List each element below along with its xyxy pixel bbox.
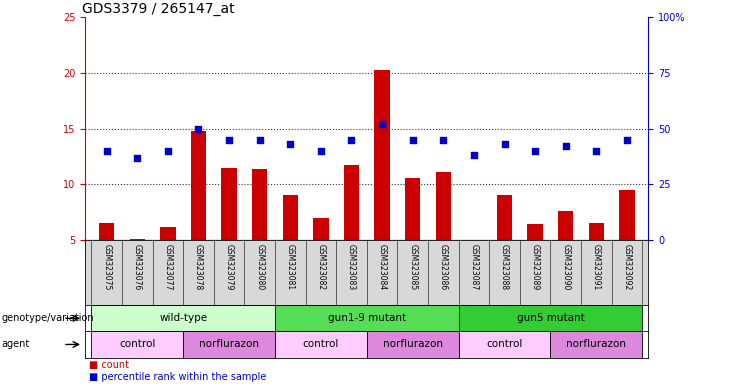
Text: GSM323075: GSM323075 [102, 244, 111, 290]
Text: GSM323089: GSM323089 [531, 244, 539, 290]
Bar [275, 305, 459, 331]
Point [621, 137, 633, 143]
Text: GSM323088: GSM323088 [500, 244, 509, 290]
Point [253, 137, 265, 143]
Bar [275, 331, 367, 358]
Text: norflurazon: norflurazon [382, 339, 442, 349]
Bar [374, 70, 390, 240]
Text: norflurazon: norflurazon [566, 339, 626, 349]
Text: GSM323076: GSM323076 [133, 244, 142, 290]
Text: control: control [302, 339, 339, 349]
Text: wild-type: wild-type [159, 313, 207, 323]
Text: GSM323091: GSM323091 [592, 244, 601, 290]
Text: norflurazon: norflurazon [199, 339, 259, 349]
Point [345, 137, 357, 143]
Text: GSM323079: GSM323079 [225, 244, 233, 290]
Text: genotype/variation: genotype/variation [1, 313, 94, 323]
Bar [497, 195, 512, 240]
Text: GSM323082: GSM323082 [316, 244, 325, 290]
Point [162, 148, 174, 154]
Point [468, 152, 480, 159]
Point [499, 141, 511, 147]
Bar [459, 331, 551, 358]
Bar [99, 223, 114, 240]
Text: GSM323077: GSM323077 [163, 244, 173, 290]
Point [223, 137, 235, 143]
Bar [344, 166, 359, 240]
Bar [528, 224, 542, 240]
Text: GSM323085: GSM323085 [408, 244, 417, 290]
Point [407, 137, 419, 143]
Bar [367, 331, 459, 358]
Text: GSM323086: GSM323086 [439, 244, 448, 290]
Point [315, 148, 327, 154]
Bar [436, 172, 451, 240]
Text: GSM323083: GSM323083 [347, 244, 356, 290]
Text: gun5 mutant: gun5 mutant [516, 313, 585, 323]
Bar [551, 331, 642, 358]
Text: GSM323084: GSM323084 [378, 244, 387, 290]
Text: control: control [119, 339, 156, 349]
Bar [459, 305, 642, 331]
Text: gun1-9 mutant: gun1-9 mutant [328, 313, 406, 323]
Bar [558, 211, 574, 240]
Text: agent: agent [1, 339, 30, 349]
Bar [588, 223, 604, 240]
Text: ■ count: ■ count [89, 360, 129, 370]
Bar [91, 305, 275, 331]
Bar [222, 168, 236, 240]
Text: GSM323078: GSM323078 [194, 244, 203, 290]
Bar [252, 169, 268, 240]
Point [559, 143, 571, 149]
Bar [91, 331, 183, 358]
Point [131, 154, 143, 161]
Bar [405, 178, 420, 240]
Bar [282, 195, 298, 240]
Bar [130, 239, 145, 240]
Text: control: control [486, 339, 522, 349]
Point [101, 148, 113, 154]
Point [285, 141, 296, 147]
Text: GSM323090: GSM323090 [561, 244, 571, 290]
Bar [619, 190, 634, 240]
Text: GSM323087: GSM323087 [469, 244, 479, 290]
Text: GSM323081: GSM323081 [286, 244, 295, 290]
Bar [160, 227, 176, 240]
Point [376, 121, 388, 127]
Text: GSM323092: GSM323092 [622, 244, 631, 290]
Point [529, 148, 541, 154]
Text: GSM323080: GSM323080 [255, 244, 265, 290]
Text: GDS3379 / 265147_at: GDS3379 / 265147_at [82, 2, 235, 16]
Bar [183, 331, 275, 358]
Point [591, 148, 602, 154]
Point [193, 126, 205, 132]
Text: ■ percentile rank within the sample: ■ percentile rank within the sample [89, 372, 266, 382]
Point [437, 137, 449, 143]
Bar [191, 131, 206, 240]
Bar [313, 218, 328, 240]
